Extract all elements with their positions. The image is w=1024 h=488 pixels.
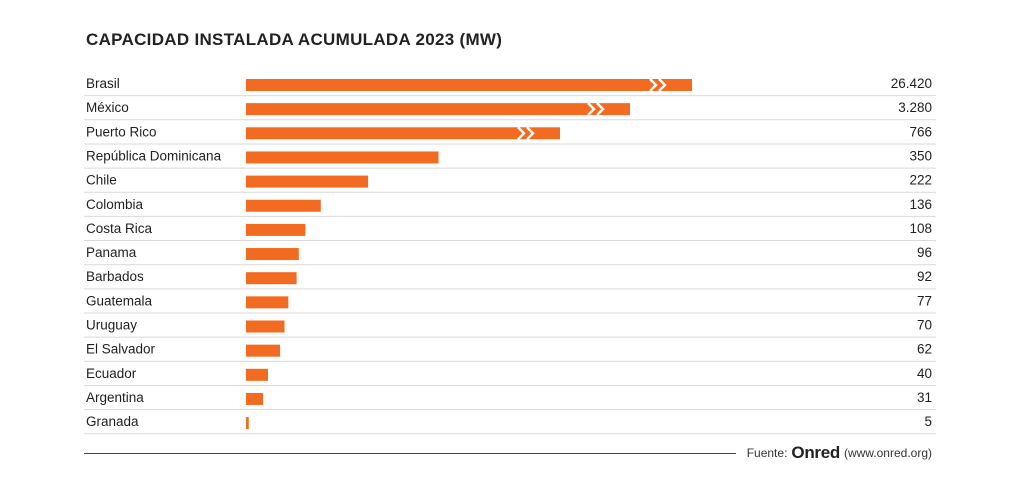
category-label: Argentina [86, 390, 144, 405]
category-label: Ecuador [86, 366, 137, 381]
footer-divider [84, 453, 736, 454]
value-label: 77 [917, 293, 932, 308]
bar-república-dominicana [246, 151, 439, 164]
category-label: México [86, 100, 129, 115]
bar-brasil [246, 79, 692, 91]
category-label: Granada [86, 414, 139, 429]
value-label: 26.420 [891, 76, 932, 91]
value-label: 92 [917, 269, 932, 284]
bar-ecuador [246, 368, 268, 381]
value-label: 96 [917, 245, 932, 260]
bar-barbados [246, 272, 297, 285]
value-label: 62 [917, 342, 932, 357]
bar-colombia [246, 199, 321, 212]
category-label: Costa Rica [86, 221, 153, 236]
value-label: 108 [909, 221, 932, 236]
value-label: 222 [909, 173, 932, 188]
value-label: 766 [909, 124, 932, 139]
category-label: Chile [86, 173, 117, 188]
bar-guatemala [246, 296, 289, 309]
axis-break-marker [526, 126, 535, 141]
category-label: Barbados [86, 269, 144, 284]
value-label: 31 [917, 390, 932, 405]
bar-puerto-rico [246, 127, 560, 140]
category-label: Uruguay [86, 318, 137, 333]
axis-break-marker [517, 126, 526, 141]
bar-panama [246, 248, 299, 261]
category-label: Brasil [86, 76, 120, 91]
source-footer: Fuente: Onred (www.onred.org) [747, 443, 932, 463]
bar-el-salvador [246, 344, 281, 357]
value-label: 350 [909, 148, 932, 163]
bar-argentina [246, 392, 264, 405]
value-label: 136 [909, 197, 932, 212]
category-label: Panama [86, 245, 137, 260]
axis-break-marker [658, 78, 667, 92]
value-label: 5 [924, 414, 932, 429]
bar-chile [246, 175, 369, 188]
bar-méxico [246, 103, 630, 116]
value-label: 70 [917, 318, 932, 333]
category-label: El Salvador [86, 342, 156, 357]
source-label: Fuente: [746, 446, 788, 460]
bar-uruguay [246, 320, 285, 333]
axis-break-marker [587, 102, 596, 116]
onred-logo: Onred [791, 443, 840, 462]
bar-costa-rica [246, 223, 306, 236]
category-label: Guatemala [86, 293, 153, 308]
value-label: 40 [917, 366, 932, 381]
source-url: (www.onred.org) [843, 446, 932, 460]
axis-break-marker [596, 102, 605, 116]
value-label: 3.280 [898, 100, 932, 115]
category-label: Puerto Rico [86, 124, 157, 139]
bar-granada [246, 417, 249, 430]
chart-title: CAPACIDAD INSTALADA ACUMULADA 2023 (MW) [86, 30, 503, 49]
category-label: Colombia [86, 197, 144, 212]
axis-break-marker [649, 78, 658, 92]
category-label: República Dominicana [86, 148, 222, 163]
